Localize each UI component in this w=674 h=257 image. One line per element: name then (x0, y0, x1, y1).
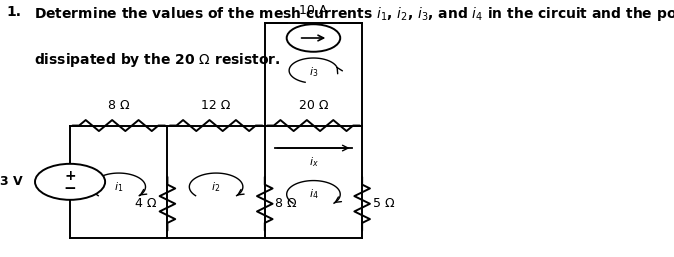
Text: Determine the values of the mesh currents $i_1$, $i_2$, $i_3$, and $i_4$ in the : Determine the values of the mesh current… (34, 5, 674, 23)
Text: 3 V: 3 V (0, 175, 23, 188)
Text: $i_2$: $i_2$ (212, 180, 220, 194)
Text: $i_4$: $i_4$ (309, 187, 318, 201)
Text: 10 A: 10 A (299, 4, 328, 17)
Text: 4 Ω: 4 Ω (135, 197, 157, 210)
Text: 12 Ω: 12 Ω (202, 99, 231, 112)
Text: 8 Ω: 8 Ω (276, 197, 297, 210)
Text: $i_x$: $i_x$ (309, 155, 318, 169)
Circle shape (286, 24, 340, 52)
Text: +: + (64, 169, 76, 183)
Text: 20 Ω: 20 Ω (299, 99, 328, 112)
Text: $i_1$: $i_1$ (114, 180, 123, 194)
Circle shape (35, 164, 105, 200)
Text: dissipated by the 20 $\Omega$ resistor.: dissipated by the 20 $\Omega$ resistor. (34, 51, 280, 69)
Text: 1.: 1. (7, 5, 22, 20)
Text: 8 Ω: 8 Ω (108, 99, 129, 112)
Text: −: − (63, 181, 76, 196)
Text: 5 Ω: 5 Ω (373, 197, 394, 210)
Text: $i_3$: $i_3$ (309, 65, 318, 79)
